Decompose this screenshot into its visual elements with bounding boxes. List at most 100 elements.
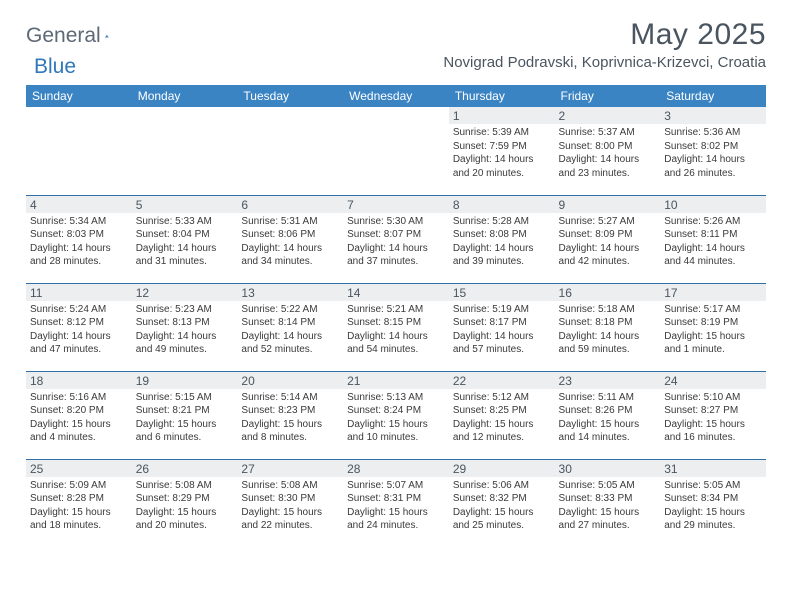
calendar-week-row: 4Sunrise: 5:34 AMSunset: 8:03 PMDaylight…: [26, 195, 766, 283]
day-detail-text: Sunrise: 5:37 AMSunset: 8:00 PMDaylight:…: [559, 126, 657, 180]
calendar-cell: 1 Sunrise: 5:39 AMSunset: 7:59 PMDaylight…: [449, 107, 555, 195]
calendar-cell: [26, 107, 132, 195]
calendar-cell: 24 Sunrise: 5:10 AMSunset: 8:27 PMDayligh…: [660, 371, 766, 459]
day-detail-text: Sunrise: 5:17 AMSunset: 8:19 PMDaylight:…: [664, 303, 762, 357]
day-number: 11: [26, 284, 132, 301]
day-number: 17: [660, 284, 766, 301]
logo-sail-icon: [105, 27, 109, 45]
calendar-cell: 28 Sunrise: 5:07 AMSunset: 8:31 PMDayligh…: [343, 459, 449, 547]
calendar-cell: 11 Sunrise: 5:24 AMSunset: 8:12 PMDayligh…: [26, 283, 132, 371]
calendar-cell: 17 Sunrise: 5:17 AMSunset: 8:19 PMDayligh…: [660, 283, 766, 371]
day-detail-text: Sunrise: 5:22 AMSunset: 8:14 PMDaylight:…: [241, 303, 339, 357]
day-detail-text: Sunrise: 5:36 AMSunset: 8:02 PMDaylight:…: [664, 126, 762, 180]
day-number: 24: [660, 372, 766, 389]
calendar-cell: 13 Sunrise: 5:22 AMSunset: 8:14 PMDayligh…: [237, 283, 343, 371]
calendar-cell: 2 Sunrise: 5:37 AMSunset: 8:00 PMDaylight…: [555, 107, 661, 195]
day-number: 5: [132, 196, 238, 213]
calendar-week-row: 18 Sunrise: 5:16 AMSunset: 8:20 PMDayligh…: [26, 371, 766, 459]
day-number: 18: [26, 372, 132, 389]
day-detail-text: Sunrise: 5:05 AMSunset: 8:33 PMDaylight:…: [559, 479, 657, 533]
logo-text-2: Blue: [34, 55, 76, 79]
day-number: 4: [26, 196, 132, 213]
day-detail-text: Sunrise: 5:10 AMSunset: 8:27 PMDaylight:…: [664, 391, 762, 445]
day-detail-text: Sunrise: 5:06 AMSunset: 8:32 PMDaylight:…: [453, 479, 551, 533]
day-number: 6: [237, 196, 343, 213]
day-number: 20: [237, 372, 343, 389]
calendar-cell: 5 Sunrise: 5:33 AMSunset: 8:04 PMDaylight…: [132, 195, 238, 283]
calendar-cell: 15 Sunrise: 5:19 AMSunset: 8:17 PMDayligh…: [449, 283, 555, 371]
calendar-cell: 6 Sunrise: 5:31 AMSunset: 8:06 PMDaylight…: [237, 195, 343, 283]
day-detail-text: Sunrise: 5:07 AMSunset: 8:31 PMDaylight:…: [347, 479, 445, 533]
day-detail-text: Sunrise: 5:30 AMSunset: 8:07 PMDaylight:…: [347, 215, 445, 269]
calendar-cell: 20Sunrise: 5:14 AMSunset: 8:23 PMDayligh…: [237, 371, 343, 459]
day-detail-text: Sunrise: 5:24 AMSunset: 8:12 PMDaylight:…: [30, 303, 128, 357]
calendar-cell: 22 Sunrise: 5:12 AMSunset: 8:25 PMDayligh…: [449, 371, 555, 459]
day-header: Friday: [555, 85, 661, 107]
day-number: 15: [449, 284, 555, 301]
calendar-cell: 26 Sunrise: 5:08 AMSunset: 8:29 PMDayligh…: [132, 459, 238, 547]
calendar-cell: 14Sunrise: 5:21 AMSunset: 8:15 PMDayligh…: [343, 283, 449, 371]
day-detail-text: Sunrise: 5:08 AMSunset: 8:29 PMDaylight:…: [136, 479, 234, 533]
calendar-cell: 19Sunrise: 5:15 AMSunset: 8:21 PMDayligh…: [132, 371, 238, 459]
day-number: 1: [449, 107, 555, 124]
day-header: Saturday: [660, 85, 766, 107]
day-number: 21: [343, 372, 449, 389]
calendar-week-row: 25 Sunrise: 5:09 AMSunset: 8:28 PMDayligh…: [26, 459, 766, 547]
day-header: Thursday: [449, 85, 555, 107]
calendar-cell: 12Sunrise: 5:23 AMSunset: 8:13 PMDayligh…: [132, 283, 238, 371]
day-detail-text: Sunrise: 5:08 AMSunset: 8:30 PMDaylight:…: [241, 479, 339, 533]
day-number: 12: [132, 284, 238, 301]
calendar-cell: 16 Sunrise: 5:18 AMSunset: 8:18 PMDayligh…: [555, 283, 661, 371]
day-detail-text: Sunrise: 5:16 AMSunset: 8:20 PMDaylight:…: [30, 391, 128, 445]
day-detail-text: Sunrise: 5:19 AMSunset: 8:17 PMDaylight:…: [453, 303, 551, 357]
day-header: Wednesday: [343, 85, 449, 107]
day-number: 16: [555, 284, 661, 301]
day-number: [237, 107, 343, 110]
day-number: [26, 107, 132, 110]
day-detail-text: Sunrise: 5:39 AMSunset: 7:59 PMDaylight:…: [453, 126, 551, 180]
calendar-cell: 10 Sunrise: 5:26 AMSunset: 8:11 PMDayligh…: [660, 195, 766, 283]
day-detail-text: Sunrise: 5:28 AMSunset: 8:08 PMDaylight:…: [453, 215, 551, 269]
day-number: [132, 107, 238, 110]
day-number: 28: [343, 460, 449, 477]
day-detail-text: Sunrise: 5:11 AMSunset: 8:26 PMDaylight:…: [559, 391, 657, 445]
day-header: Monday: [132, 85, 238, 107]
day-detail-text: Sunrise: 5:31 AMSunset: 8:06 PMDaylight:…: [241, 215, 339, 269]
day-number: 13: [237, 284, 343, 301]
day-detail-text: Sunrise: 5:09 AMSunset: 8:28 PMDaylight:…: [30, 479, 128, 533]
day-detail-text: Sunrise: 5:26 AMSunset: 8:11 PMDaylight:…: [664, 215, 762, 269]
day-detail-text: Sunrise: 5:33 AMSunset: 8:04 PMDaylight:…: [136, 215, 234, 269]
day-number: 10: [660, 196, 766, 213]
calendar-cell: [132, 107, 238, 195]
day-number: 29: [449, 460, 555, 477]
calendar-cell: 31 Sunrise: 5:05 AMSunset: 8:34 PMDayligh…: [660, 459, 766, 547]
day-number: 9: [555, 196, 661, 213]
calendar-cell: 7 Sunrise: 5:30 AMSunset: 8:07 PMDaylight…: [343, 195, 449, 283]
day-number: 3: [660, 107, 766, 124]
day-detail-text: Sunrise: 5:05 AMSunset: 8:34 PMDaylight:…: [664, 479, 762, 533]
day-detail-text: Sunrise: 5:12 AMSunset: 8:25 PMDaylight:…: [453, 391, 551, 445]
calendar-cell: 18 Sunrise: 5:16 AMSunset: 8:20 PMDayligh…: [26, 371, 132, 459]
day-number: 31: [660, 460, 766, 477]
calendar-cell: [237, 107, 343, 195]
day-header-row: Sunday Monday Tuesday Wednesday Thursday…: [26, 85, 766, 107]
day-number: 22: [449, 372, 555, 389]
calendar-week-row: 11 Sunrise: 5:24 AMSunset: 8:12 PMDayligh…: [26, 283, 766, 371]
calendar-cell: [343, 107, 449, 195]
logo: General: [26, 24, 129, 48]
day-number: 8: [449, 196, 555, 213]
day-number: 25: [26, 460, 132, 477]
logo-text-1: General: [26, 24, 101, 48]
calendar-cell: 9 Sunrise: 5:27 AMSunset: 8:09 PMDaylight…: [555, 195, 661, 283]
day-header: Tuesday: [237, 85, 343, 107]
calendar-cell: 29 Sunrise: 5:06 AMSunset: 8:32 PMDayligh…: [449, 459, 555, 547]
day-number: 30: [555, 460, 661, 477]
day-detail-text: Sunrise: 5:18 AMSunset: 8:18 PMDaylight:…: [559, 303, 657, 357]
calendar-cell: 8 Sunrise: 5:28 AMSunset: 8:08 PMDaylight…: [449, 195, 555, 283]
day-number: 2: [555, 107, 661, 124]
day-number: 19: [132, 372, 238, 389]
day-number: 7: [343, 196, 449, 213]
day-number: 26: [132, 460, 238, 477]
calendar-cell: 23Sunrise: 5:11 AMSunset: 8:26 PMDayligh…: [555, 371, 661, 459]
day-detail-text: Sunrise: 5:27 AMSunset: 8:09 PMDaylight:…: [559, 215, 657, 269]
